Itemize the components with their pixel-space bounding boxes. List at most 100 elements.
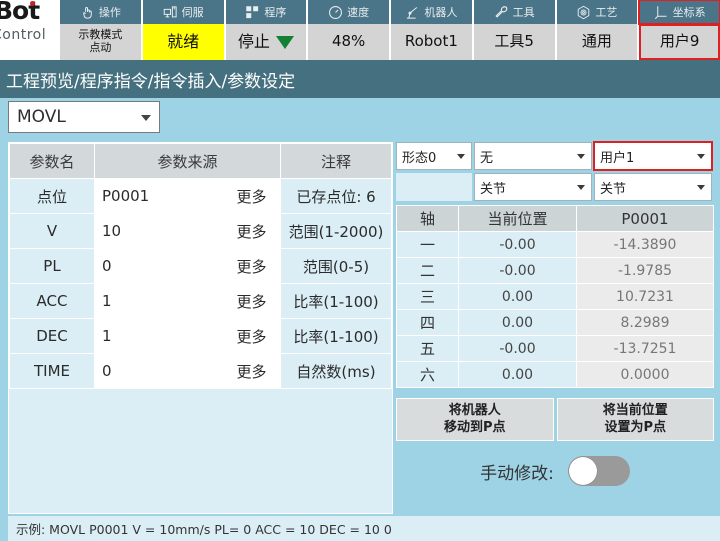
status-user-frame[interactable]: 用户9: [639, 24, 720, 60]
tool-frame-select[interactable]: 无: [474, 142, 592, 170]
param-name: DEC: [9, 318, 95, 354]
tab-tool-label: 工具: [512, 6, 535, 19]
param-more-button[interactable]: 更多: [222, 248, 281, 284]
param-value-input[interactable]: 1: [94, 318, 223, 354]
speedometer-icon: [328, 5, 343, 20]
teach-mode-line2: 点动: [89, 41, 112, 54]
axis-current-value: 0.00: [458, 283, 577, 310]
status-stop[interactable]: 停止: [225, 24, 309, 60]
spacer-cell: [396, 173, 472, 201]
status-stop-label: 停止: [237, 31, 270, 51]
axis-target-value[interactable]: 0.0000: [576, 361, 714, 388]
status-tool[interactable]: 工具5: [473, 24, 557, 60]
chevron-down-icon[interactable]: [141, 115, 151, 121]
status-tool-label: 工具5: [494, 32, 534, 51]
tab-coordinate-system-label: 坐标系: [672, 6, 706, 19]
param-value-input[interactable]: 1: [94, 283, 223, 319]
teach-mode-line1: 示教模式: [78, 28, 123, 42]
param-value-input[interactable]: 10: [94, 213, 223, 249]
axis-label: 一: [396, 231, 459, 258]
axis-target-value[interactable]: -1.9785: [576, 257, 714, 284]
param-comment: 范围(0-5): [280, 248, 392, 284]
manual-edit-row: 手动修改:: [396, 453, 714, 489]
move-robot-line2: 移动到P点: [443, 419, 506, 435]
tab-process[interactable]: 工艺: [556, 0, 640, 24]
tab-servo[interactable]: 伺服: [142, 0, 226, 24]
move-robot-to-p-button[interactable]: 将机器人 移动到P点: [396, 398, 554, 441]
param-more-button[interactable]: 更多: [222, 318, 281, 354]
app-logo: Bot Control: [0, 0, 60, 60]
command-select-value: MOVL: [17, 107, 66, 127]
table-row: 一 -0.00 -14.3890: [396, 231, 714, 258]
table-row: V 10 更多 范围(1-2000): [9, 213, 392, 249]
axis-target-value[interactable]: -13.7251: [576, 335, 714, 362]
manual-edit-label: 手动修改:: [480, 463, 554, 484]
command-select[interactable]: MOVL: [8, 101, 160, 133]
tab-robot[interactable]: 机器人: [391, 0, 474, 24]
table-row: 六 0.00 0.0000: [396, 361, 714, 388]
chevron-down-icon[interactable]: [457, 154, 465, 159]
breadcrumb-text: 工程预览/程序指令/指令插入/参数设定: [6, 71, 296, 92]
tab-program[interactable]: 程序: [225, 0, 309, 24]
param-comment: 比率(1-100): [280, 318, 392, 354]
table-row: 点位 P0001 更多 已存点位: 6: [9, 178, 392, 214]
axis-current-value: 0.00: [458, 309, 577, 336]
status-robot-label: Robot1: [404, 32, 458, 51]
status-user-frame-label: 用户9: [659, 32, 700, 51]
toggle-knob: [568, 457, 597, 485]
header-axis: 轴: [396, 205, 459, 232]
user-frame-select[interactable]: 用户1: [593, 141, 713, 171]
chevron-down-icon[interactable]: [697, 154, 705, 159]
header-current-position: 当前位置: [458, 205, 577, 232]
chevron-down-icon[interactable]: [697, 185, 705, 190]
tab-coordinate-system[interactable]: 坐标系: [638, 0, 720, 25]
header-param-name: 参数名: [9, 143, 95, 179]
set-current-as-p-button[interactable]: 将当前位置 设置为P点: [556, 398, 714, 441]
param-value-input[interactable]: 0: [94, 353, 223, 389]
logo-text-sub: Control: [0, 27, 47, 43]
status-speed[interactable]: 48%: [308, 24, 391, 60]
chevron-down-icon[interactable]: [577, 185, 585, 190]
motion-type-left-value: 关节: [480, 181, 507, 197]
axis-target-value[interactable]: -14.3890: [576, 231, 714, 258]
param-comment: 自然数(ms): [280, 353, 392, 389]
param-value-input[interactable]: P0001: [94, 178, 223, 214]
play-triangle-icon[interactable]: [275, 35, 294, 49]
hand-icon: [80, 5, 95, 20]
motion-type-right-select[interactable]: 关节: [594, 173, 712, 201]
manual-edit-toggle[interactable]: [567, 456, 630, 486]
tab-speed[interactable]: 速度: [308, 0, 391, 24]
axis-current-value: -0.00: [458, 257, 577, 284]
param-more-button[interactable]: 更多: [222, 283, 281, 319]
motion-type-left-select[interactable]: 关节: [474, 173, 592, 201]
wrench-icon: [494, 5, 509, 20]
axis-target-value[interactable]: 10.7231: [576, 283, 714, 310]
motion-type-right-value: 关节: [600, 181, 627, 197]
status-teach-mode[interactable]: 示教模式 点动: [60, 24, 143, 60]
table-row: TIME 0 更多 自然数(ms): [9, 353, 392, 389]
user-frame-value: 用户1: [600, 150, 635, 166]
dropdown-row-top: 形态0 无 用户1: [396, 141, 714, 171]
axis-target-value[interactable]: 8.2989: [576, 309, 714, 336]
tab-operation[interactable]: 操作: [60, 0, 143, 24]
param-more-button[interactable]: 更多: [222, 213, 281, 249]
position-panel: 形态0 无 用户1 关节 关节 轴 当前位置 P0001 一 -: [396, 141, 714, 514]
table-row: DEC 1 更多 比率(1-100): [9, 318, 392, 354]
param-more-button[interactable]: 更多: [222, 178, 281, 214]
axis-label: 二: [396, 257, 459, 284]
status-robot[interactable]: Robot1: [391, 24, 474, 60]
param-value-input[interactable]: 0: [94, 248, 223, 284]
axis-table: 轴 当前位置 P0001 一 -0.00 -14.3890 二 -0.00 -1…: [396, 205, 714, 388]
param-name: 点位: [9, 178, 95, 214]
axis-current-value: -0.00: [458, 231, 577, 258]
param-name: V: [9, 213, 95, 249]
param-name: TIME: [9, 353, 95, 389]
chevron-down-icon[interactable]: [577, 154, 585, 159]
pose-select[interactable]: 形态0: [396, 142, 472, 170]
status-general[interactable]: 通用: [556, 24, 640, 60]
param-name: ACC: [9, 283, 95, 319]
param-more-button[interactable]: 更多: [222, 353, 281, 389]
move-robot-line1: 将机器人: [448, 402, 501, 418]
tab-tool[interactable]: 工具: [473, 0, 557, 24]
status-ready[interactable]: 就绪: [142, 24, 226, 60]
